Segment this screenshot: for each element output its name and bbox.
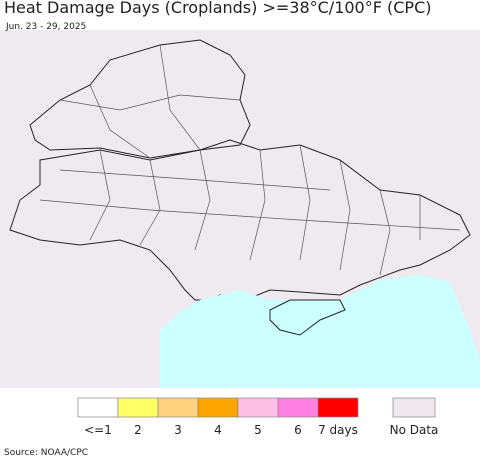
ukraine (9, 139, 471, 301)
black-sea (160, 275, 480, 388)
legend-swatch (117, 397, 159, 418)
map (0, 30, 480, 388)
legend-label: No Data (390, 423, 439, 437)
legend-label: 2 (134, 423, 142, 437)
legend-label: 4 (214, 423, 222, 437)
source: Source: NOAA/CPC (4, 448, 88, 458)
subtitle: Jun. 23 - 29, 2025 (5, 22, 86, 32)
legend-label: 7 days (318, 423, 358, 437)
legend-label: 6 (294, 423, 302, 437)
oblast-borders (39, 144, 461, 276)
legend-label: 3 (174, 423, 182, 437)
legend-label: <=1 (84, 423, 112, 437)
legend-swatch (157, 397, 199, 418)
legend-swatch (277, 397, 319, 418)
legend-swatch (392, 397, 436, 418)
region-borders (59, 44, 241, 159)
legend-swatch (237, 397, 279, 418)
legend-swatch (197, 397, 239, 418)
crimea (269, 299, 346, 336)
legend: <=1 2 3 4 5 6 7 days No Data (77, 397, 439, 437)
title: Heat Damage Days (Croplands) >=38°C/100°… (4, 0, 432, 17)
legend-swatch (317, 397, 359, 418)
legend-label: 5 (254, 423, 262, 437)
legend-swatch (77, 397, 119, 418)
